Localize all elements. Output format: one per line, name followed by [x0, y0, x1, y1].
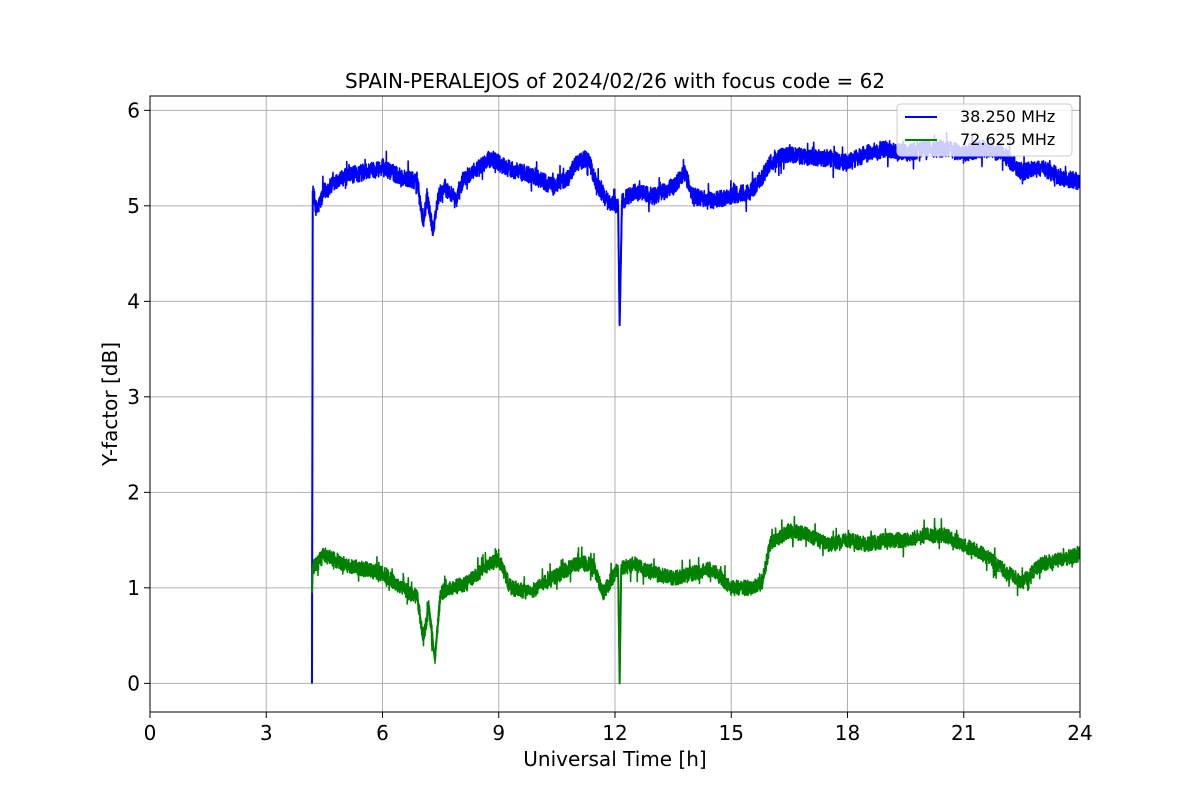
x-tick-label: 0 [144, 721, 157, 745]
y-tick-label: 4 [127, 289, 140, 313]
x-tick-label: 18 [835, 721, 860, 745]
legend-label-72mhz: 72.625 MHz [960, 130, 1055, 149]
x-tick-label: 3 [260, 721, 273, 745]
series-trend-1 [310, 529, 1080, 685]
x-axis-label: Universal Time [h] [523, 747, 706, 771]
x-tick-label: 24 [1067, 721, 1092, 745]
y-axis-label: Y-factor [dB] [98, 342, 122, 467]
y-tick-label: 3 [127, 385, 140, 409]
y-tick-label: 5 [127, 194, 140, 218]
x-tick-label: 9 [492, 721, 505, 745]
x-tick-label: 21 [951, 721, 976, 745]
y-tick-label: 6 [127, 98, 140, 122]
x-tick-label: 6 [376, 721, 389, 745]
x-tick-label: 12 [602, 721, 627, 745]
y-tick-label: 1 [127, 576, 140, 600]
x-tick-label: 15 [719, 721, 744, 745]
chart-title: SPAIN-PERALEJOS of 2024/02/26 with focus… [345, 69, 885, 93]
legend: 38.250 MHz 72.625 MHz [896, 103, 1073, 157]
y-tick-label: 0 [127, 671, 140, 695]
legend-box [896, 103, 1073, 157]
y-tick-label: 2 [127, 480, 140, 504]
legend-label-38mhz: 38.250 MHz [960, 107, 1055, 126]
